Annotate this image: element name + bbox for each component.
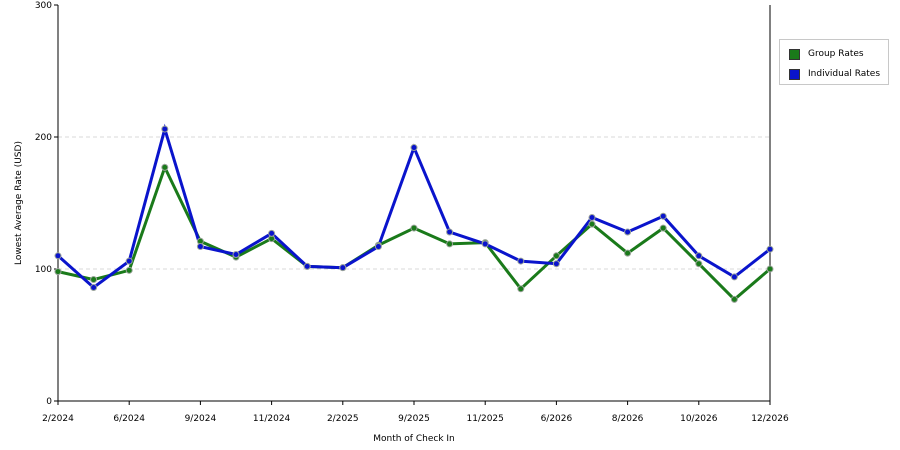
data-point-0 bbox=[125, 266, 133, 274]
x-tick-label: 11/2025 bbox=[467, 414, 504, 424]
data-point-0 bbox=[766, 265, 774, 273]
data-point-1 bbox=[624, 228, 632, 236]
data-point-0 bbox=[410, 224, 418, 232]
series-lines bbox=[54, 123, 774, 303]
data-point-1 bbox=[481, 240, 489, 248]
data-point-0 bbox=[659, 224, 667, 232]
data-point-1 bbox=[766, 245, 774, 253]
x-axis-title: Month of Check In bbox=[373, 434, 455, 444]
data-point-0 bbox=[161, 163, 169, 171]
x-tick-label: 2/2024 bbox=[42, 414, 74, 424]
data-point-0 bbox=[517, 285, 525, 293]
data-point-1 bbox=[410, 144, 418, 152]
data-point-1 bbox=[54, 252, 62, 260]
data-point-0 bbox=[552, 252, 560, 260]
legend-label-individual-rates: Individual Rates bbox=[808, 69, 881, 79]
data-point-1 bbox=[730, 273, 738, 281]
data-point-1 bbox=[196, 243, 204, 251]
legend: Group Rates Individual Rates bbox=[779, 39, 889, 85]
data-point-1 bbox=[695, 252, 703, 260]
data-point-1 bbox=[232, 250, 240, 258]
x-tick-label: 9/2025 bbox=[398, 414, 430, 424]
y-tick-label: 200 bbox=[35, 133, 52, 143]
x-tick-label: 12/2026 bbox=[751, 414, 789, 424]
data-point-0 bbox=[54, 268, 62, 276]
data-point-0 bbox=[624, 249, 632, 257]
legend-item-group-rates: Group Rates bbox=[789, 47, 864, 61]
x-tick-label: 8/2026 bbox=[612, 414, 644, 424]
data-point-1 bbox=[90, 283, 98, 291]
axes bbox=[54, 4, 771, 405]
data-point-1 bbox=[588, 214, 596, 222]
y-tick-labels: 0 100 200 300 bbox=[35, 1, 52, 407]
x-tick-label: 6/2024 bbox=[113, 414, 145, 424]
data-point-0 bbox=[446, 240, 454, 248]
data-point-1 bbox=[161, 125, 169, 133]
x-tick-label: 10/2026 bbox=[680, 414, 718, 424]
y-tick-label: 300 bbox=[35, 1, 52, 11]
y-tick-label: 100 bbox=[35, 265, 52, 275]
legend-item-individual-rates: Individual Rates bbox=[789, 67, 880, 81]
data-point-1 bbox=[339, 264, 347, 272]
data-point-0 bbox=[90, 276, 98, 284]
data-point-1 bbox=[125, 257, 133, 265]
data-point-0 bbox=[588, 220, 596, 228]
x-tick-label: 6/2026 bbox=[541, 414, 573, 424]
x-tick-labels: 2/2024 6/2024 9/2024 11/2024 2/2025 9/2025 11/… bbox=[42, 414, 789, 424]
data-point-1 bbox=[659, 212, 667, 220]
data-point-1 bbox=[446, 228, 454, 236]
legend-swatch-group-rates bbox=[789, 48, 800, 60]
series-line-1 bbox=[57, 123, 771, 290]
legend-swatch-individual-rates bbox=[789, 68, 800, 80]
legend-label-group-rates: Group Rates bbox=[808, 49, 864, 59]
y-tick-label: 0 bbox=[46, 397, 52, 407]
data-point-1 bbox=[268, 229, 276, 237]
data-point-1 bbox=[303, 262, 311, 270]
data-point-0 bbox=[730, 295, 738, 303]
y-axis-title: Lowest Average Rate (USD) bbox=[14, 141, 24, 265]
series-line-0 bbox=[57, 163, 771, 302]
data-point-0 bbox=[695, 260, 703, 268]
grid-lines bbox=[58, 136, 770, 270]
x-tick-label: 2/2025 bbox=[327, 414, 359, 424]
data-point-1 bbox=[374, 243, 382, 251]
data-point-1 bbox=[517, 257, 525, 265]
x-tick-label: 11/2024 bbox=[253, 414, 291, 424]
data-point-1 bbox=[552, 260, 560, 268]
x-tick-label: 9/2024 bbox=[185, 414, 217, 424]
